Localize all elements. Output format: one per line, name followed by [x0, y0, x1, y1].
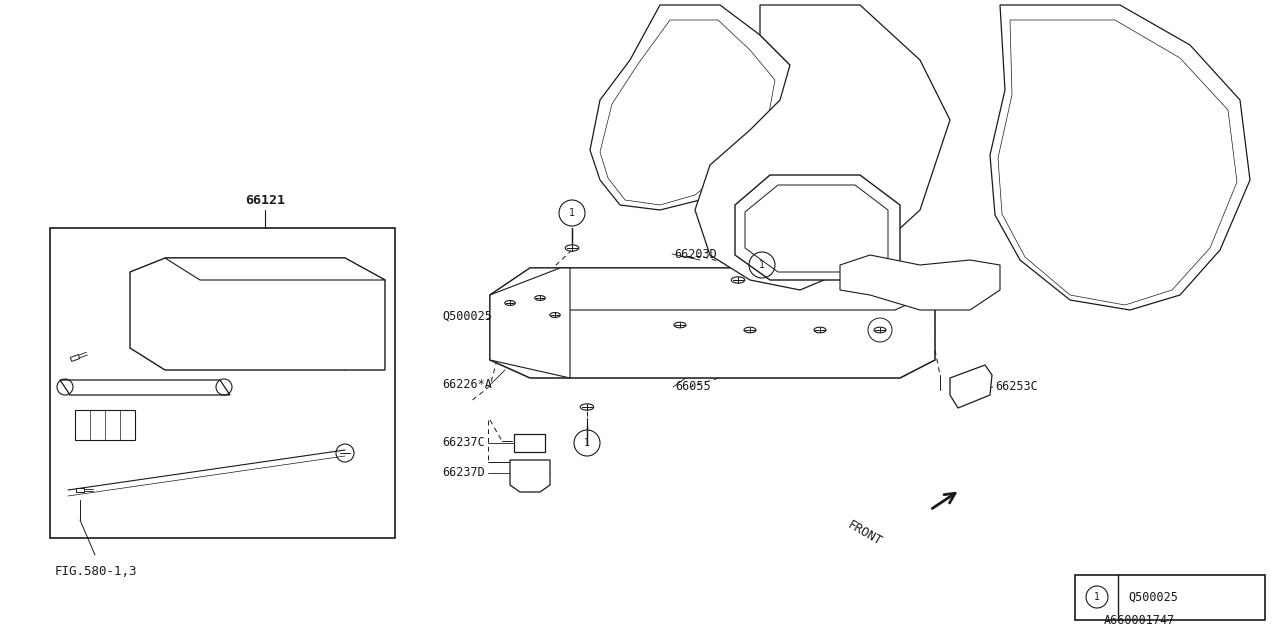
Polygon shape [60, 380, 230, 395]
Polygon shape [490, 268, 934, 378]
Ellipse shape [580, 404, 594, 410]
Polygon shape [131, 258, 385, 370]
Bar [76, 410, 134, 440]
Ellipse shape [535, 296, 545, 300]
Text: 66121: 66121 [244, 194, 285, 207]
Ellipse shape [874, 327, 886, 333]
Ellipse shape [549, 312, 561, 317]
Ellipse shape [814, 327, 826, 333]
Text: 1: 1 [584, 438, 590, 448]
Polygon shape [695, 5, 950, 290]
Text: Q500025: Q500025 [442, 310, 492, 323]
Polygon shape [989, 5, 1251, 310]
Bar [1075, 575, 1265, 620]
Ellipse shape [504, 301, 516, 305]
Ellipse shape [675, 322, 686, 328]
Polygon shape [509, 460, 550, 492]
Text: Q500025: Q500025 [1128, 591, 1178, 604]
Text: 66203D: 66203D [675, 248, 717, 260]
Polygon shape [76, 488, 84, 492]
Text: FRONT: FRONT [845, 519, 884, 548]
Polygon shape [590, 5, 790, 210]
Text: 66237C: 66237C [442, 436, 485, 449]
Text: 66237D: 66237D [442, 467, 485, 479]
Polygon shape [745, 185, 888, 272]
Polygon shape [840, 255, 1000, 310]
Ellipse shape [744, 327, 756, 333]
Polygon shape [735, 175, 900, 280]
Polygon shape [950, 365, 992, 408]
Ellipse shape [566, 245, 579, 251]
Text: 1: 1 [570, 208, 575, 218]
Text: 66253C: 66253C [995, 381, 1038, 394]
Polygon shape [490, 268, 570, 378]
Polygon shape [490, 268, 934, 310]
Polygon shape [165, 258, 385, 280]
Polygon shape [70, 355, 79, 362]
Text: 66226*A: 66226*A [442, 378, 492, 392]
Text: 1: 1 [1094, 592, 1100, 602]
Bar [50, 228, 396, 538]
Text: 1: 1 [759, 260, 765, 270]
Ellipse shape [731, 277, 745, 283]
Text: A660001747: A660001747 [1103, 614, 1175, 627]
Text: FIG.580-1,3: FIG.580-1,3 [55, 565, 137, 578]
Polygon shape [515, 434, 545, 452]
Text: 66055: 66055 [675, 381, 710, 394]
